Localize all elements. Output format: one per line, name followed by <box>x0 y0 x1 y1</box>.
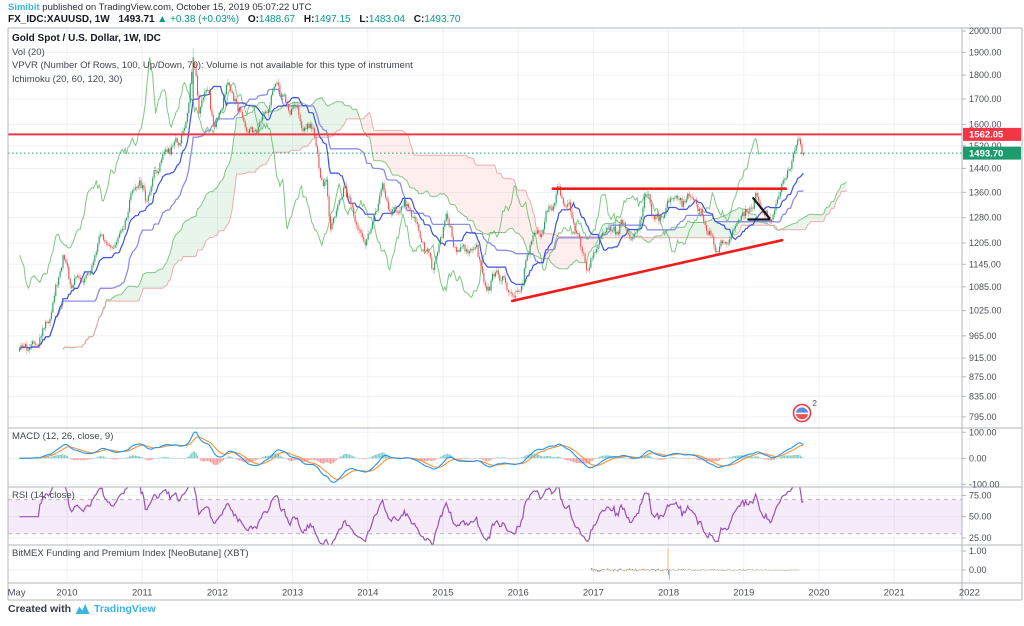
byline-text: published on TradingView.com, October 15… <box>39 2 312 13</box>
lead-span-b-line <box>62 112 847 350</box>
axis-tick-label: 1085.00 <box>969 282 1002 292</box>
macd-legend[interactable]: MACD (12, 26, close, 9) <box>12 431 114 442</box>
rsi-pane <box>8 487 962 545</box>
legend-row-vol[interactable]: Vol (20) <box>12 46 45 58</box>
axis-tick-label: 1025.00 <box>969 306 1002 316</box>
drawings-layer[interactable] <box>510 187 788 303</box>
up-arrow-icon: ▲ <box>157 14 168 25</box>
low-value: 1483.04 <box>368 14 405 25</box>
axis-tick-label: 795.00 <box>969 412 997 422</box>
rsi-line <box>19 487 804 545</box>
macd-line <box>19 431 804 483</box>
year-label: 2010 <box>56 588 77 599</box>
symbol-name: FX_IDC:XAUUSD, 1W <box>8 14 110 25</box>
axis-tick-label: 100.00 <box>969 427 997 437</box>
main-pane-legend: Gold Spot / U.S. Dollar, 1W, IDC Vol (20… <box>12 32 413 86</box>
axis-tick-label: 2000.00 <box>969 26 1002 36</box>
chart-title[interactable]: Gold Spot / U.S. Dollar, 1W, IDC <box>12 33 161 44</box>
year-label: 2011 <box>132 588 152 599</box>
pane-frame <box>7 27 1023 601</box>
year-label: 2017 <box>583 588 604 599</box>
alert-price-label <box>963 127 1021 141</box>
year-label: 2021 <box>884 588 905 599</box>
created-with-label: Created with <box>8 603 72 615</box>
year-label: 2019 <box>733 588 754 599</box>
byline: Simibit published on TradingView.com, Oc… <box>8 2 311 13</box>
axis-tick-label: 1360.00 <box>969 187 1002 197</box>
open-value: 1488.67 <box>258 14 296 25</box>
open-label: O: <box>247 14 259 25</box>
legend-row-ichimoku[interactable]: Ichimoku (20, 60, 120, 30) <box>12 73 123 85</box>
rsi-legend[interactable]: RSI (14, close) <box>12 490 75 501</box>
svg-text:1493.70: 1493.70 <box>969 148 1003 159</box>
axis-tick-label: 50.00 <box>969 512 992 522</box>
year-label: May <box>8 588 26 599</box>
tradingview-logo-icon <box>75 604 90 614</box>
axis-tick-label: 875.00 <box>969 372 997 382</box>
year-label: 2022 <box>959 588 980 599</box>
axis-tick-label: 965.00 <box>969 331 997 341</box>
year-label: 2016 <box>508 588 529 599</box>
year-label: 2012 <box>207 588 228 599</box>
axis-tick-label: 1700.00 <box>969 94 1002 104</box>
axis-tick-label: 0.00 <box>969 565 987 575</box>
legend-row-vpvr[interactable]: VPVR (Number Of Rows, 100, Up/Down, 70):… <box>12 60 413 71</box>
ideas-count-badge: 2 <box>812 399 817 408</box>
axis-tick-label: 25.00 <box>969 533 992 543</box>
axis-tick-label: 1440.00 <box>969 163 1002 173</box>
axis-tick-label: 915.00 <box>969 353 997 363</box>
axis-tick-label: 835.00 <box>969 391 997 401</box>
high-value: 1497.15 <box>314 14 351 25</box>
lagging-span-line <box>19 57 761 298</box>
footer: Created with TradingView <box>8 603 156 615</box>
axis-tick-label: 1520.00 <box>969 141 1002 151</box>
ideas-bubble-icon[interactable]: 2 <box>791 399 817 426</box>
axis-tick-label: -100.00 <box>969 479 1000 489</box>
byline-author: Simibit <box>8 2 40 13</box>
year-label: 2015 <box>432 588 453 599</box>
red-trendline <box>510 238 784 303</box>
axis-tick-label: 1205.00 <box>969 238 1002 248</box>
axis-tick-label: 75.00 <box>969 490 992 500</box>
ichimoku-cloud <box>62 96 848 350</box>
conversion-line <box>19 85 804 350</box>
time-axis[interactable]: May 2010 2011 2012 2013 2014 2015 2016 2017 2018 2… <box>8 588 980 599</box>
year-label: 2020 <box>808 588 829 599</box>
rsi-band <box>8 499 962 534</box>
price-axis[interactable]: 2000.00 1900.00 1800.00 1700.00 1600.00 1520.… <box>962 26 1021 575</box>
macd-pane <box>19 431 804 483</box>
axis-tick-label: 1900.00 <box>969 47 1002 57</box>
axis-tick-label: 1800.00 <box>969 70 1002 80</box>
ideas-bubble-glyph <box>792 403 812 423</box>
funding-pane <box>590 548 801 580</box>
axis-tick-label: 1145.00 <box>969 259 1001 269</box>
year-label: 2013 <box>282 588 303 599</box>
year-label: 2014 <box>357 588 378 599</box>
price-change: +0.38 (+0.03%) <box>170 14 240 25</box>
axis-tick-label: 0.00 <box>969 453 987 463</box>
last-price: 1493.71 <box>118 14 155 25</box>
year-label: 2018 <box>658 588 679 599</box>
main-pane <box>8 48 962 355</box>
tradingview-brand-link[interactable]: TradingView <box>94 603 156 615</box>
high-label: H: <box>303 14 315 25</box>
axis-tick-label: 1280.00 <box>969 213 1002 223</box>
axis-tick-label: 1.00 <box>969 546 987 556</box>
funding-legend[interactable]: BitMEX Funding and Premium Index [NeoBut… <box>12 548 249 559</box>
candles-layer <box>19 48 804 355</box>
low-label: L: <box>359 14 369 25</box>
lead-span-a-line <box>62 96 848 350</box>
current-price-label <box>963 146 1021 160</box>
svg-text:1562.05: 1562.05 <box>969 130 1004 141</box>
close-label: C: <box>413 14 425 25</box>
black-triangle-mark <box>752 197 771 220</box>
axis-tick-label: 1600.00 <box>969 119 1002 129</box>
close-value: 1493.70 <box>424 14 461 25</box>
symbol-quote-row: FX_IDC:XAUUSD, 1W 1493.71 ▲ +0.38 (+0.03… <box>8 14 460 25</box>
